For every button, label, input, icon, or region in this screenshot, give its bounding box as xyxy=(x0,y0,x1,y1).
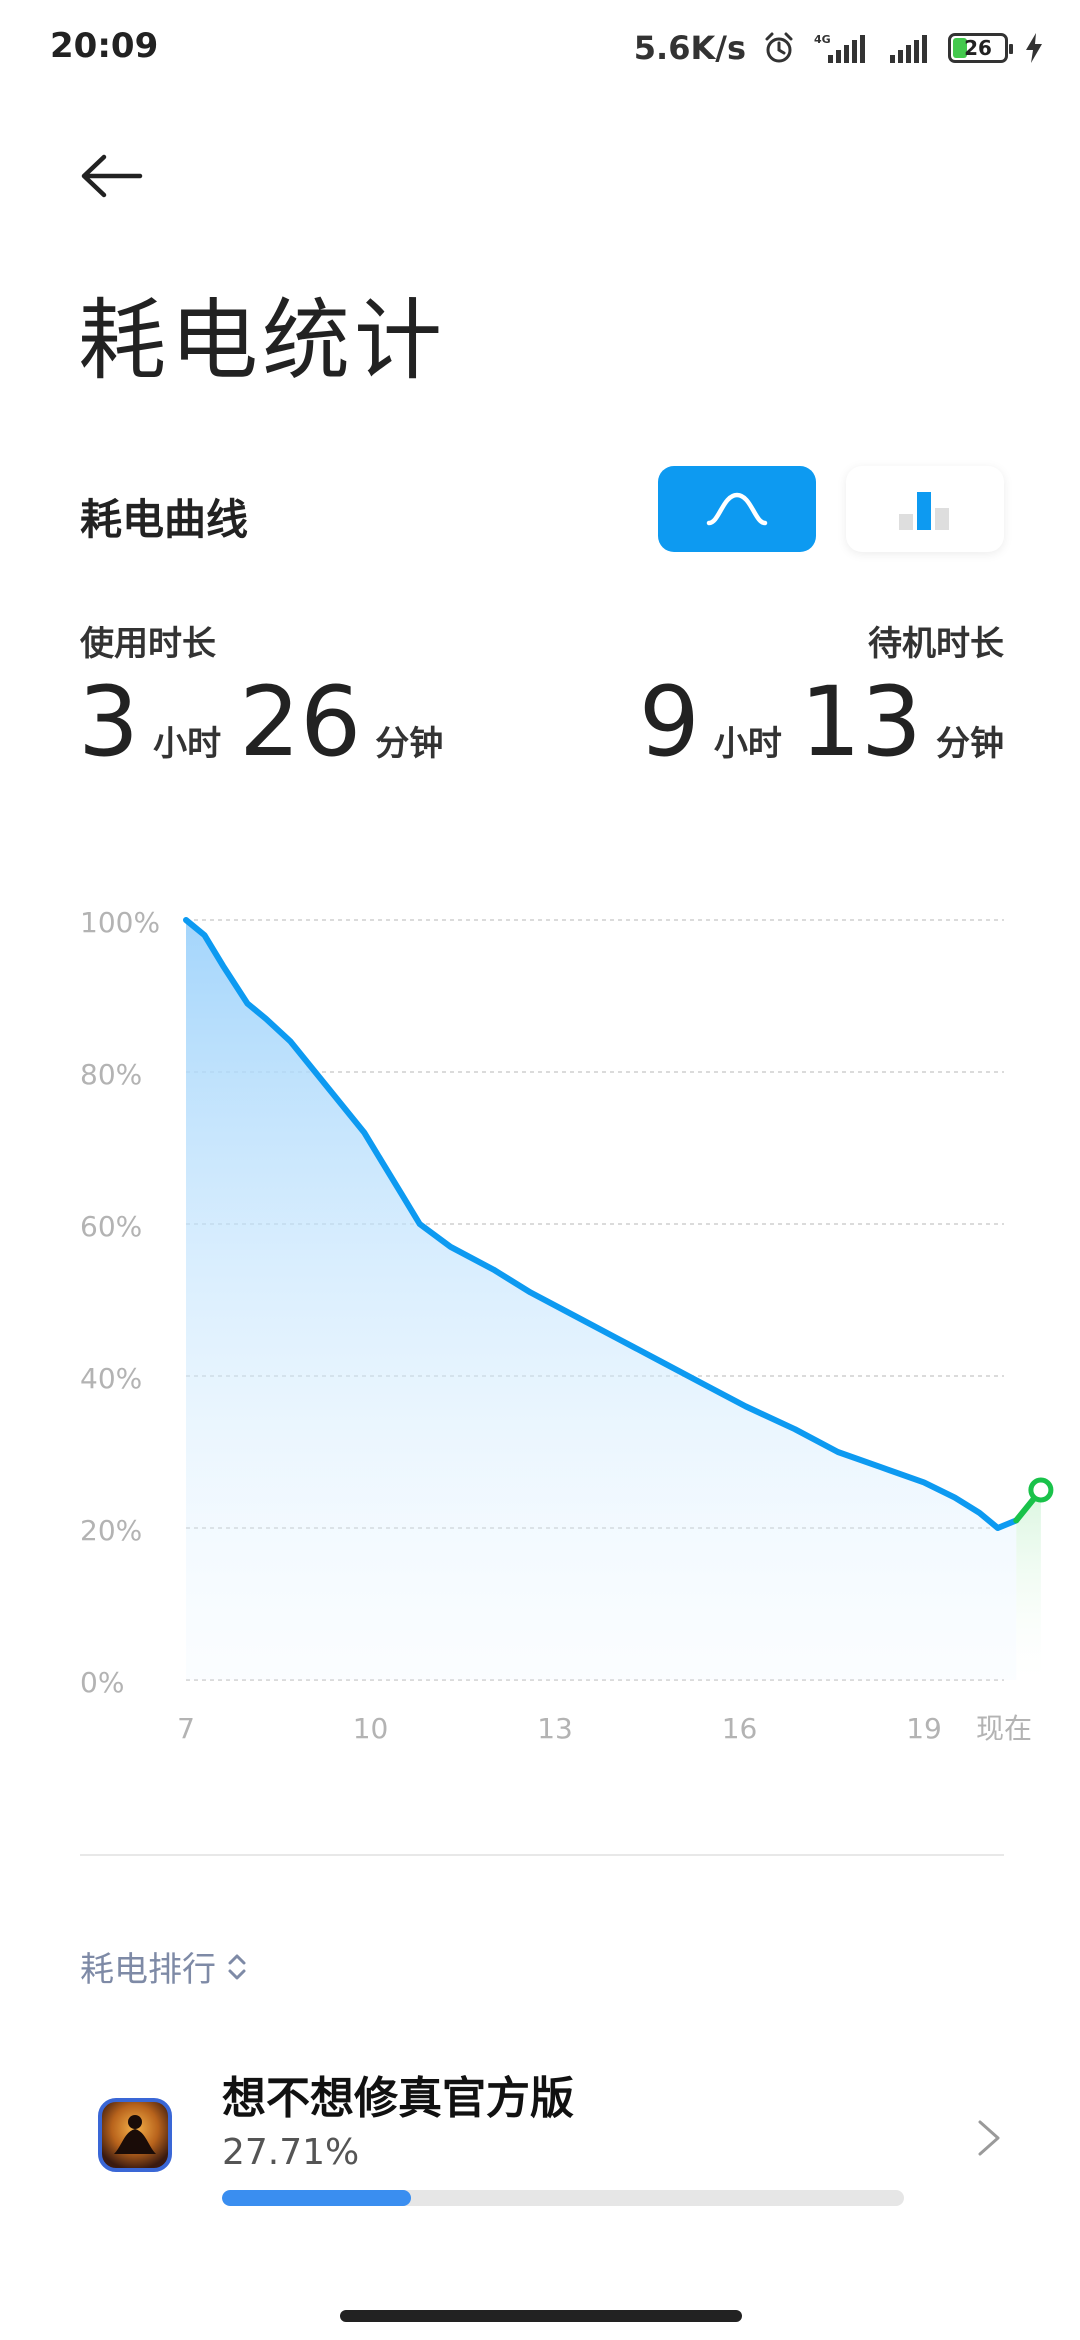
divider xyxy=(80,1854,1004,1856)
y-tick-label: 60% xyxy=(80,1210,142,1243)
sort-updown-icon xyxy=(228,1954,246,1979)
y-tick-label: 40% xyxy=(80,1362,142,1395)
meditation-figure-icon xyxy=(114,2115,156,2154)
app-usage-row[interactable]: 想不想修真官方版 27.71% xyxy=(0,2040,1080,2240)
x-tick-label: 16 xyxy=(722,1712,758,1745)
ranking-header-label: 耗电排行 xyxy=(80,1950,216,1990)
status-icons: 5.6K/s 4G xyxy=(634,28,1044,68)
y-tick-label: 20% xyxy=(80,1514,142,1547)
usage-hours-unit: 小时 xyxy=(153,724,222,764)
chart-marker-group xyxy=(1028,1477,1054,1503)
usage-minutes-unit: 分钟 xyxy=(375,724,444,764)
standby-minutes-unit: 分钟 xyxy=(936,724,1004,764)
charging-icon xyxy=(1024,32,1044,64)
standby-minutes: 13 xyxy=(799,666,922,778)
status-bar: 20:09 5.6K/s 4G xyxy=(0,0,1080,100)
chevron-right-icon xyxy=(978,2120,1000,2156)
x-tick-label: 7 xyxy=(177,1712,195,1745)
curve-view-toggle[interactable] xyxy=(658,466,816,552)
app-usage-progress-fill xyxy=(222,2190,411,2206)
battery-fill xyxy=(953,38,968,58)
ranking-sort-toggle[interactable]: 耗电排行 xyxy=(80,1942,248,1991)
standby-hours: 9 xyxy=(638,666,700,778)
curve-icon xyxy=(706,492,768,526)
net-speed: 5.6K/s xyxy=(633,29,746,67)
app-percent: 27.71% xyxy=(222,2132,360,2173)
x-tick-label: 19 xyxy=(906,1712,942,1745)
usage-duration-label: 使用时长 xyxy=(80,624,216,664)
section-title: 耗电曲线 xyxy=(80,495,249,544)
back-button[interactable] xyxy=(80,146,160,206)
usage-duration: 3 小时 26 分钟 xyxy=(78,666,444,778)
x-tick-label: 13 xyxy=(537,1712,573,1745)
status-time: 20:09 xyxy=(50,26,159,66)
battery-curve-chart: 0% 20% 40% 60% 80% 100% 7 10 13 16 19 现在 xyxy=(80,906,1054,1745)
discharge-line xyxy=(183,917,1020,1531)
bar-chart-icon xyxy=(899,492,949,530)
app-usage-progress xyxy=(222,2190,904,2206)
signal-icon xyxy=(888,31,932,65)
chart-x-ticks: 7 10 13 16 19 现在 xyxy=(177,1712,1032,1745)
standby-duration-label: 待机时长 xyxy=(868,624,1004,664)
standby-hours-unit: 小时 xyxy=(713,724,782,764)
battery-level: 26 xyxy=(964,36,992,60)
app-icon xyxy=(98,2098,172,2172)
back-arrow-icon xyxy=(81,154,143,198)
y-tick-label: 100% xyxy=(80,906,160,939)
current-level-marker xyxy=(1028,1477,1054,1503)
y-tick-label: 0% xyxy=(80,1666,124,1699)
alarm-icon xyxy=(762,31,796,65)
chart-y-ticks: 0% 20% 40% 60% 80% 100% xyxy=(80,906,160,1699)
y-tick-label: 80% xyxy=(80,1058,142,1091)
chart-areas xyxy=(186,920,1041,1680)
home-indicator[interactable] xyxy=(340,2310,742,2322)
app-name: 想不想修真官方版 xyxy=(222,2073,574,2124)
standby-duration: 9 小时 13 分钟 xyxy=(638,666,1004,778)
signal-icon: 4G xyxy=(812,31,872,65)
discharge-area xyxy=(186,920,1017,1680)
x-tick-label: 现在 xyxy=(976,1712,1032,1745)
charge-area xyxy=(1016,1490,1041,1680)
battery-icon: 26 xyxy=(948,33,1013,63)
page-title: 耗电统计 xyxy=(78,289,447,392)
usage-minutes: 26 xyxy=(239,666,362,778)
network-type-label: 4G xyxy=(814,33,831,46)
x-tick-label: 10 xyxy=(353,1712,389,1745)
usage-hours: 3 xyxy=(78,666,140,778)
bar-view-toggle[interactable] xyxy=(846,466,1004,552)
